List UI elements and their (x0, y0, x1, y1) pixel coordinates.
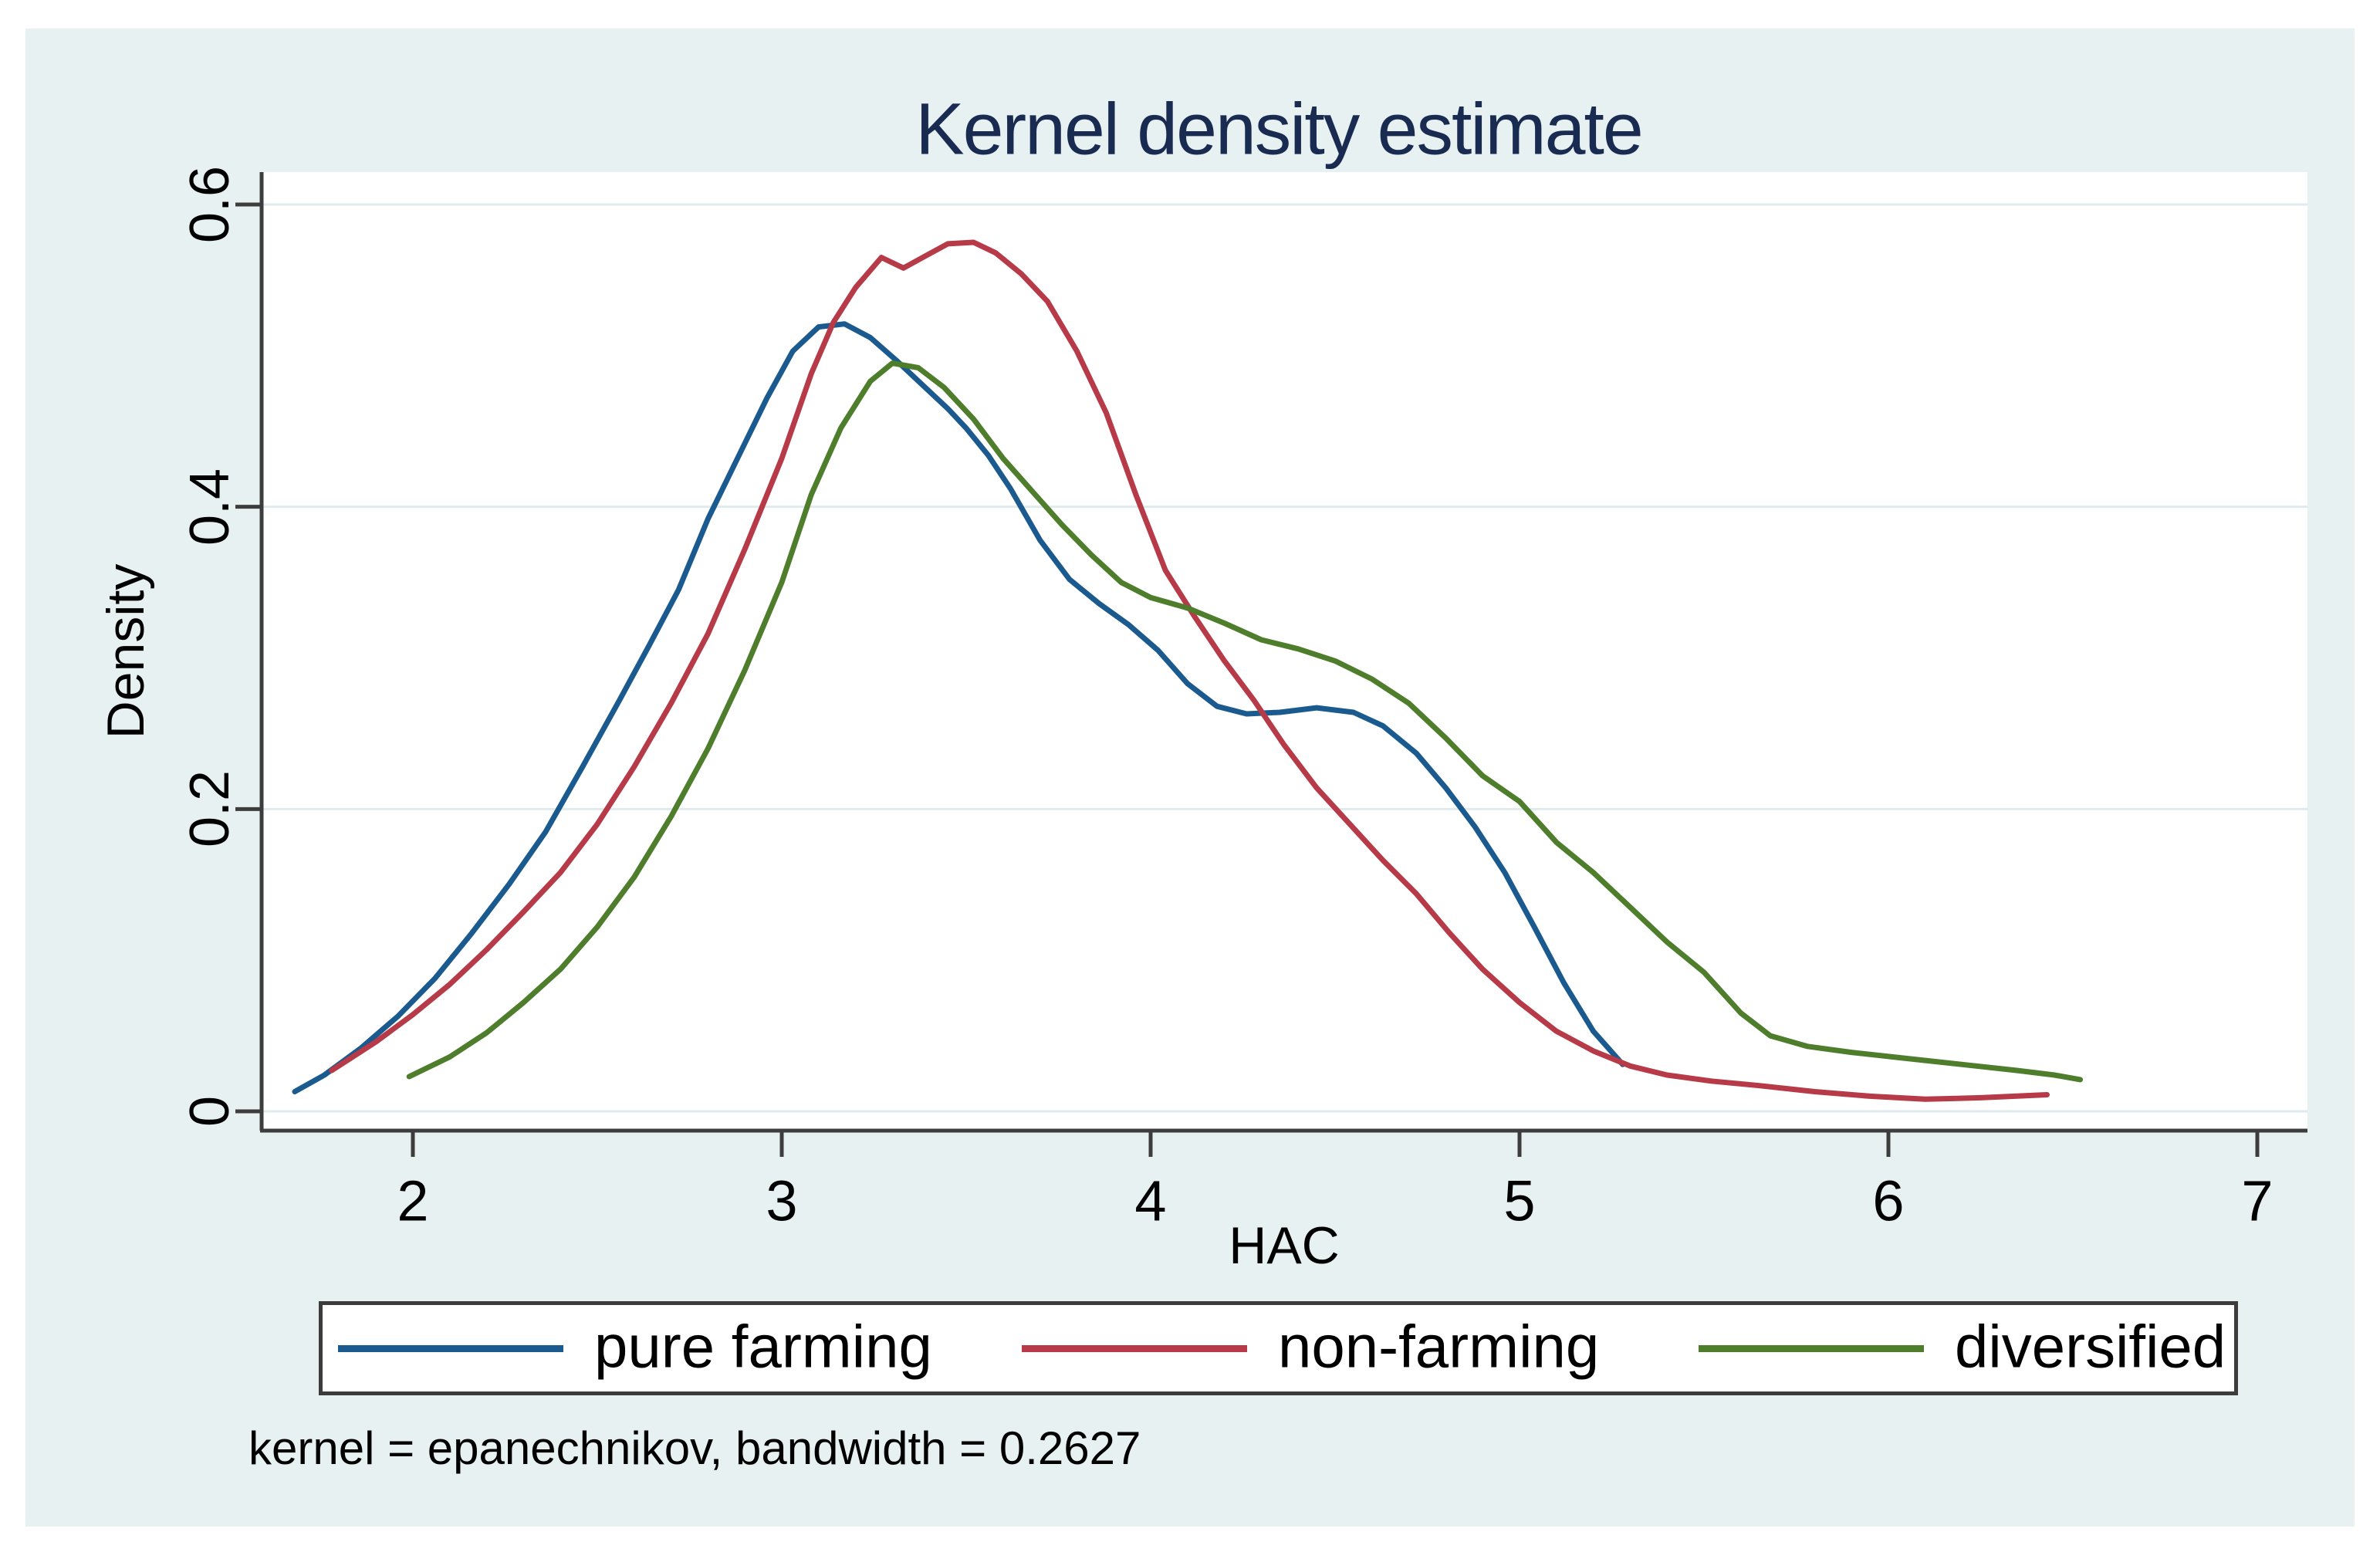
x-tick-label: 2 (397, 1168, 429, 1233)
x-tick-label: 6 (1872, 1168, 1905, 1233)
tick-marks (235, 202, 2260, 1157)
x-tick-label: 4 (1134, 1168, 1167, 1233)
density-curves (292, 239, 2084, 1102)
legend-line-sample (338, 1345, 563, 1352)
legend-label: pure farming (594, 1312, 932, 1381)
y-tick-label: 0 (179, 1095, 241, 1128)
curve-non-farming (329, 239, 2050, 1102)
gridlines (262, 203, 2307, 1113)
y-tick-label: 0.2 (179, 770, 241, 848)
curve-diversified (406, 360, 2084, 1083)
chart-title: Kernel density estimate (915, 88, 1643, 171)
axes (259, 172, 2307, 1133)
y-tick-label: 0.6 (179, 165, 241, 244)
plot-area (262, 172, 2307, 1131)
x-axis-title: HAC (1229, 1216, 1340, 1275)
legend-line-sample (1699, 1345, 1924, 1352)
x-tick-label: 7 (2241, 1168, 2274, 1233)
legend-label: non-farming (1278, 1312, 1600, 1381)
legend-line-sample (1022, 1345, 1247, 1352)
curve-pure-farming (292, 321, 1626, 1094)
x-tick-label: 3 (766, 1168, 798, 1233)
kernel-note: kernel = epanechnikov, bandwidth = 0.262… (248, 1422, 1141, 1474)
y-axis-title: Density (96, 563, 155, 739)
legend-label: diversified (1955, 1312, 2226, 1381)
y-tick-label: 0.4 (179, 468, 241, 546)
x-tick-label: 5 (1503, 1168, 1536, 1233)
